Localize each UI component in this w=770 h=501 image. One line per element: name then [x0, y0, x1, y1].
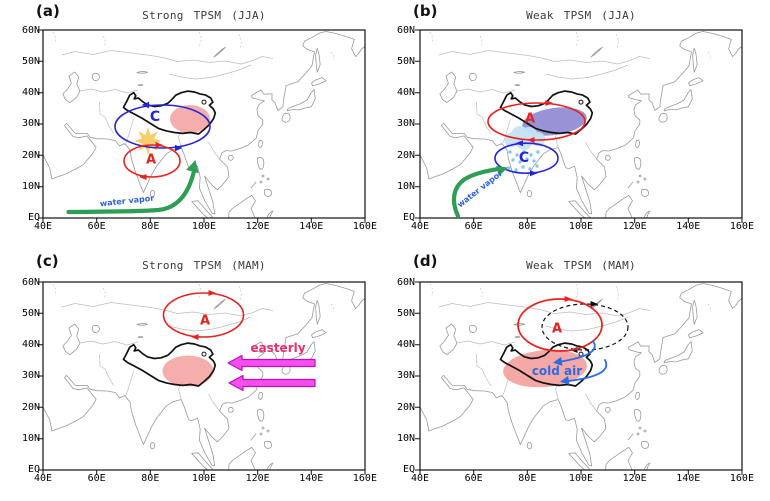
sun-icon [134, 127, 162, 155]
panel-title: Weak TPSM (JJA) [526, 9, 636, 22]
y-axis-tick-labels: 60N 50N 40N 30N 20N 10N EQ [396, 24, 415, 224]
panel-tag: (d) [413, 252, 438, 270]
cyclone-arrowheads [141, 101, 183, 152]
anticyclone-ellipse [123, 144, 181, 178]
anticyclone-label: A [524, 111, 536, 127]
panel-tag: (a) [36, 2, 60, 20]
x-axis-tick-labels: 40E 60E 80E 100E 120E 140E 160E [33, 473, 377, 484]
x-axis-tick-labels: 40E 60E 80E 100E 120E 140E 160E [410, 473, 754, 484]
anticyclone-ellipse [162, 292, 245, 338]
anticyclone-label: A [551, 321, 563, 337]
warm-shading [162, 355, 214, 387]
anticyclone-label: A [145, 152, 157, 168]
cold-air-label: cold air [531, 364, 583, 378]
water-vapor-arrowhead [496, 166, 508, 176]
water-vapor-arrow [451, 166, 501, 219]
panel-title: Strong TPSM (MAM) [142, 259, 266, 272]
panel-title: Strong TPSM (JJA) [142, 9, 266, 22]
panel-c: (c) Strong TPSM (MAM) 60N 50N 40N 30N 20N 10N… [0, 250, 385, 500]
water-vapor-arrow [66, 168, 197, 215]
anticyclone-label: A [199, 313, 211, 329]
map-plot-area: A cold air [414, 281, 743, 476]
x-axis-tick-labels: 40E 60E 80E 100E 120E 140E 160E [410, 221, 754, 232]
cyclone-ellipse [114, 104, 211, 149]
panel-a: (a) Strong TPSM (JJA) 60N 50N 40N 30N 20N 10N… [0, 0, 385, 250]
rain-dots [507, 150, 540, 172]
cyclone-ellipse [494, 142, 559, 174]
anticyclone-ellipse [517, 298, 603, 352]
map-plot-area: C A water vapor [37, 29, 366, 224]
warm-shading [170, 105, 210, 133]
y-axis-tick-labels: 60N 50N 40N 30N 20N 10N EQ [21, 24, 40, 224]
panel-d: (d) Weak TPSM (MAM) 60N 50N 40N 30N 20N 10N EQ… [385, 250, 770, 500]
panel-tag: (c) [36, 252, 59, 270]
dashed-anticyclone-ellipse [541, 303, 629, 351]
map-plot-area: A easterly [37, 281, 366, 476]
anticyclone-arrowheads [527, 100, 553, 143]
y-axis-tick-labels: 60N 50N 40N 30N 20N 10N EQ [21, 276, 40, 476]
x-axis-tick-labels: 40E 60E 80E 100E 120E 140E 160E [33, 221, 377, 232]
panel-b: (b) Weak TPSM (JJA) 60N 50N 40N 30N 20N 10N EQ… [385, 0, 770, 250]
y-axis-tick-labels: 60N 50N 40N 30N 20N 10N EQ [396, 276, 415, 476]
easterly-arrows [227, 354, 316, 392]
anticyclone-arrowheads [564, 296, 572, 302]
anticyclone-arrowheads [191, 290, 216, 340]
cyclone-arrowheads [515, 140, 538, 177]
cold-air-arrowheads [553, 357, 570, 385]
anticyclone-ellipse [487, 102, 586, 141]
panel-tag: (b) [413, 2, 438, 20]
anticyclone-arrowheads [139, 142, 163, 180]
cold-air-arrows [557, 340, 608, 383]
easterly-label: easterly [250, 341, 306, 355]
water-vapor-arrowhead [186, 160, 199, 174]
cyclone-label: C [518, 150, 530, 166]
map-plot-area: A C water vapor [414, 29, 743, 224]
panel-title: Weak TPSM (MAM) [526, 259, 636, 272]
cyclone-label: C [149, 109, 161, 125]
